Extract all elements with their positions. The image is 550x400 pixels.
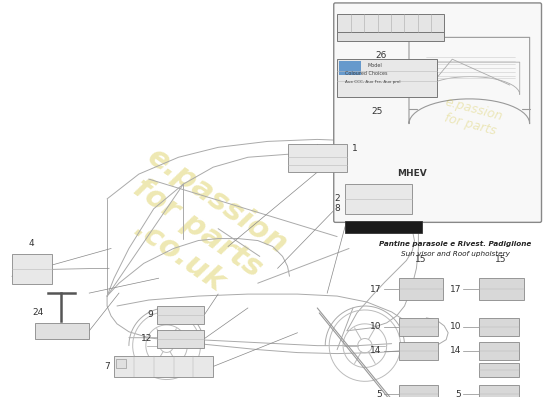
Text: 9: 9 (147, 310, 153, 320)
Text: 10: 10 (449, 322, 461, 331)
Text: Coloured Choices: Coloured Choices (345, 71, 388, 76)
Bar (345, 184, 412, 214)
Text: Sun visor and Roof upholstery: Sun visor and Roof upholstery (400, 250, 509, 256)
Bar (337, 14, 444, 32)
Text: 17: 17 (449, 285, 461, 294)
Bar (116, 358, 126, 368)
Bar (479, 342, 519, 360)
Bar (114, 356, 213, 377)
Bar (399, 385, 438, 400)
Bar (157, 330, 204, 348)
Bar (479, 385, 519, 400)
Bar (339, 61, 361, 75)
Bar (12, 254, 52, 284)
Text: 25: 25 (371, 107, 383, 116)
Bar (479, 318, 519, 336)
Text: 8: 8 (334, 204, 340, 213)
Text: 5: 5 (376, 390, 382, 399)
Text: 14: 14 (370, 346, 382, 355)
Text: 24: 24 (32, 308, 44, 317)
Text: Pantine parasole e Rivest. Padiglione: Pantine parasole e Rivest. Padiglione (379, 240, 531, 247)
Text: 12: 12 (141, 334, 153, 343)
Bar (337, 59, 437, 97)
Bar (337, 32, 444, 41)
Bar (288, 144, 347, 172)
Text: 17: 17 (370, 285, 382, 294)
Text: e.passion
for parts
.co.uk: e.passion for parts .co.uk (103, 142, 293, 315)
Text: Aux CCC, Aux Fre, Aux pml: Aux CCC, Aux Fre, Aux pml (345, 80, 401, 84)
Bar (479, 278, 524, 300)
Text: 15: 15 (415, 255, 427, 264)
Text: e.passion
for parts: e.passion for parts (440, 96, 504, 138)
Bar (35, 323, 89, 339)
Text: 26: 26 (375, 51, 387, 60)
Text: 2: 2 (334, 194, 340, 204)
FancyBboxPatch shape (334, 3, 542, 222)
Bar (479, 364, 519, 377)
Text: 10: 10 (370, 322, 382, 331)
Text: 1: 1 (352, 144, 358, 153)
Bar (399, 342, 438, 360)
Bar (399, 278, 443, 300)
Text: MHEV: MHEV (397, 169, 427, 178)
Text: 5: 5 (455, 390, 461, 399)
Text: 7: 7 (104, 362, 110, 371)
Text: 4: 4 (29, 240, 35, 248)
Text: Model: Model (367, 63, 382, 68)
Text: 14: 14 (450, 346, 461, 355)
Bar (345, 221, 422, 233)
Bar (399, 318, 438, 336)
Text: 15: 15 (496, 255, 507, 264)
Bar (157, 306, 204, 324)
